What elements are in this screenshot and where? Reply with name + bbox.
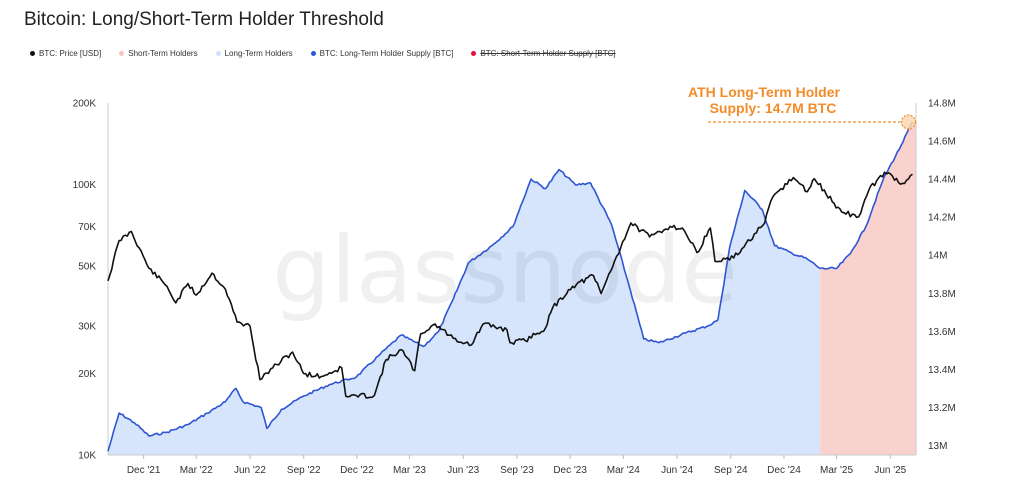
legend-label-short-term-holders: Short-Term Holders	[128, 49, 198, 58]
watermark-logo: glassnode	[272, 217, 738, 324]
ath-annotation-line2: Supply: 14.7M BTC	[710, 100, 837, 116]
legend-dot-icon	[119, 51, 125, 56]
x-tick-label: Mar '23	[393, 465, 426, 476]
chart-legend: BTC: Price [USD] Short-Term Holders Long…	[30, 49, 616, 58]
y-right-tick-label: 14.2M	[928, 213, 956, 224]
price-line	[107, 171, 913, 399]
y-right-tick-label: 14.6M	[928, 137, 956, 148]
y-right-tick-label: 13.2M	[928, 403, 956, 414]
ath-annotation-line1: ATH Long-Term Holder	[688, 84, 840, 100]
y-left-tick-label: 50K	[78, 261, 96, 272]
x-tick-label: Jun '24	[661, 465, 693, 476]
legend-item-long-term-holders[interactable]: Long-Term Holders	[215, 49, 293, 58]
y-left-tick-label: 100K	[73, 180, 97, 191]
y-right-tick-label: 13M	[928, 441, 947, 452]
y-left-tick-label: 10K	[78, 451, 96, 462]
legend-label-long-term-holders: Long-Term Holders	[224, 49, 293, 58]
legend-dot-icon	[310, 51, 316, 56]
y-left-tick-label: 200K	[73, 99, 97, 110]
legend-dot-icon	[30, 51, 35, 56]
x-tick-label: Sep '22	[287, 465, 321, 476]
legend-label-price: BTC: Price [USD]	[39, 49, 102, 58]
long-term-holders-area	[108, 169, 821, 455]
x-tick-label: Dec '24	[767, 465, 801, 476]
x-tick-label: Dec '23	[553, 465, 587, 476]
y-left-tick-label: 20K	[78, 369, 96, 380]
y-right-tick-label: 14.4M	[928, 175, 956, 186]
x-tick-label: Dec '22	[340, 465, 374, 476]
legend-dot-icon	[215, 51, 221, 56]
legend-item-lth-supply[interactable]: BTC: Long-Term Holder Supply [BTC]	[310, 49, 454, 58]
ath-marker	[900, 114, 917, 130]
y-right-tick-label: 13.8M	[928, 289, 956, 300]
legend-dot-icon	[471, 51, 477, 56]
legend-item-price[interactable]: BTC: Price [USD]	[30, 49, 101, 58]
x-tick-label: Mar '25	[820, 465, 853, 476]
legend-label-sth-supply: BTC: Short-Term Holder Supply [BTC]	[480, 49, 616, 58]
x-tick-label: Dec '21	[127, 465, 161, 476]
y-left-tick-label: 30K	[78, 321, 96, 332]
x-tick-label: Sep '24	[714, 465, 748, 476]
legend-item-sth-supply[interactable]: BTC: Short-Term Holder Supply [BTC]	[471, 49, 616, 58]
short-term-holders-area	[820, 122, 916, 455]
x-tick-label: Sep '23	[500, 465, 534, 476]
legend-label-lth-supply: BTC: Long-Term Holder Supply [BTC]	[319, 49, 454, 58]
chart-title: Bitcoin: Long/Short-Term Holder Threshol…	[24, 9, 384, 30]
x-tick-label: Mar '24	[607, 465, 640, 476]
y-right-tick-label: 13.6M	[928, 327, 956, 338]
y-right-tick-label: 14.8M	[928, 99, 956, 110]
x-tick-label: Jun '23	[447, 465, 479, 476]
y-right-tick-label: 13.4M	[928, 365, 956, 376]
legend-item-short-term-holders[interactable]: Short-Term Holders	[119, 49, 198, 58]
lth-supply-line	[107, 121, 914, 452]
x-tick-label: Jun '25	[874, 465, 906, 476]
x-tick-label: Jun '22	[234, 465, 266, 476]
y-left-tick-label: 70K	[78, 222, 96, 233]
y-right-tick-label: 14M	[928, 251, 947, 262]
x-tick-label: Mar '22	[180, 465, 213, 476]
